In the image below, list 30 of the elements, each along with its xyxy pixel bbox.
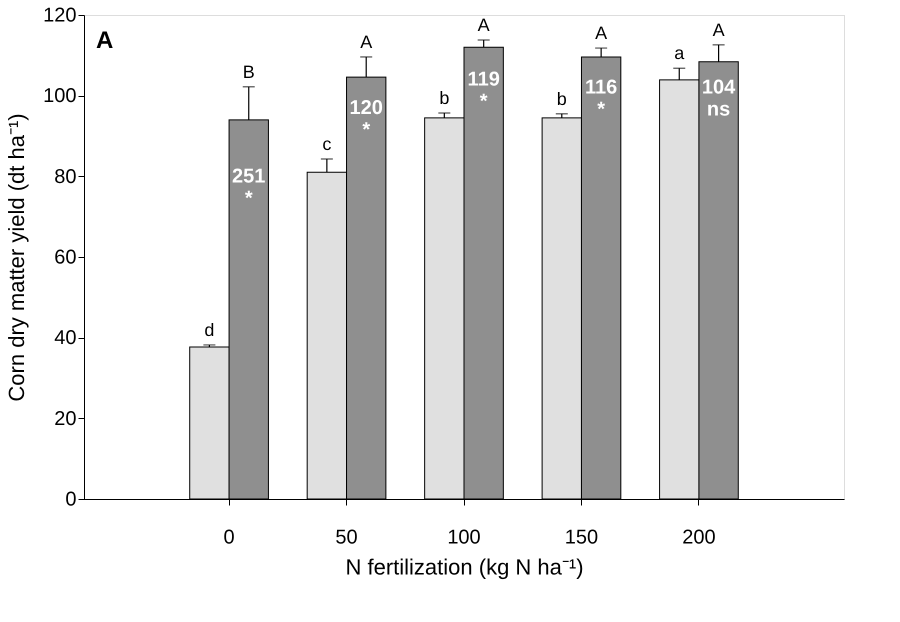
data-label: c: [322, 134, 332, 154]
x-tick-label: 50: [335, 526, 358, 548]
annotation: 116 *: [585, 76, 618, 121]
x-axis-title: N fertilization (kg N ha⁻¹): [345, 554, 584, 580]
annotation: 120 *: [350, 96, 383, 141]
x-tick-label: 200: [682, 526, 716, 548]
data-label: A: [478, 15, 490, 36]
y-tick-label: 0: [65, 488, 76, 510]
data-label: b: [556, 88, 567, 109]
data-label: a: [674, 43, 686, 64]
data-label: A: [712, 20, 725, 40]
x-tick-label: 100: [447, 526, 481, 548]
annotation: 251 *: [232, 165, 266, 210]
annotation: 119 *: [468, 68, 500, 113]
y-tick-label: 120: [43, 4, 76, 26]
data-label: A: [360, 32, 372, 52]
x-tick-label: 150: [564, 526, 598, 548]
annotation: A: [96, 27, 114, 54]
data-label: B: [242, 62, 255, 82]
y-tick-label: 100: [43, 85, 76, 108]
y-axis-title: Corn dry matter yield (dt ha⁻¹): [4, 113, 30, 402]
y-tick-label: 40: [54, 327, 76, 350]
annotation: 104 ns: [702, 76, 736, 121]
y-tick-label: 60: [54, 246, 76, 268]
data-label: b: [439, 88, 450, 108]
data-label: d: [204, 320, 214, 340]
y-tick-label: 80: [54, 166, 76, 188]
data-label: A: [595, 23, 608, 44]
y-tick-label: 20: [54, 408, 76, 430]
x-tick-label: 0: [224, 526, 235, 548]
